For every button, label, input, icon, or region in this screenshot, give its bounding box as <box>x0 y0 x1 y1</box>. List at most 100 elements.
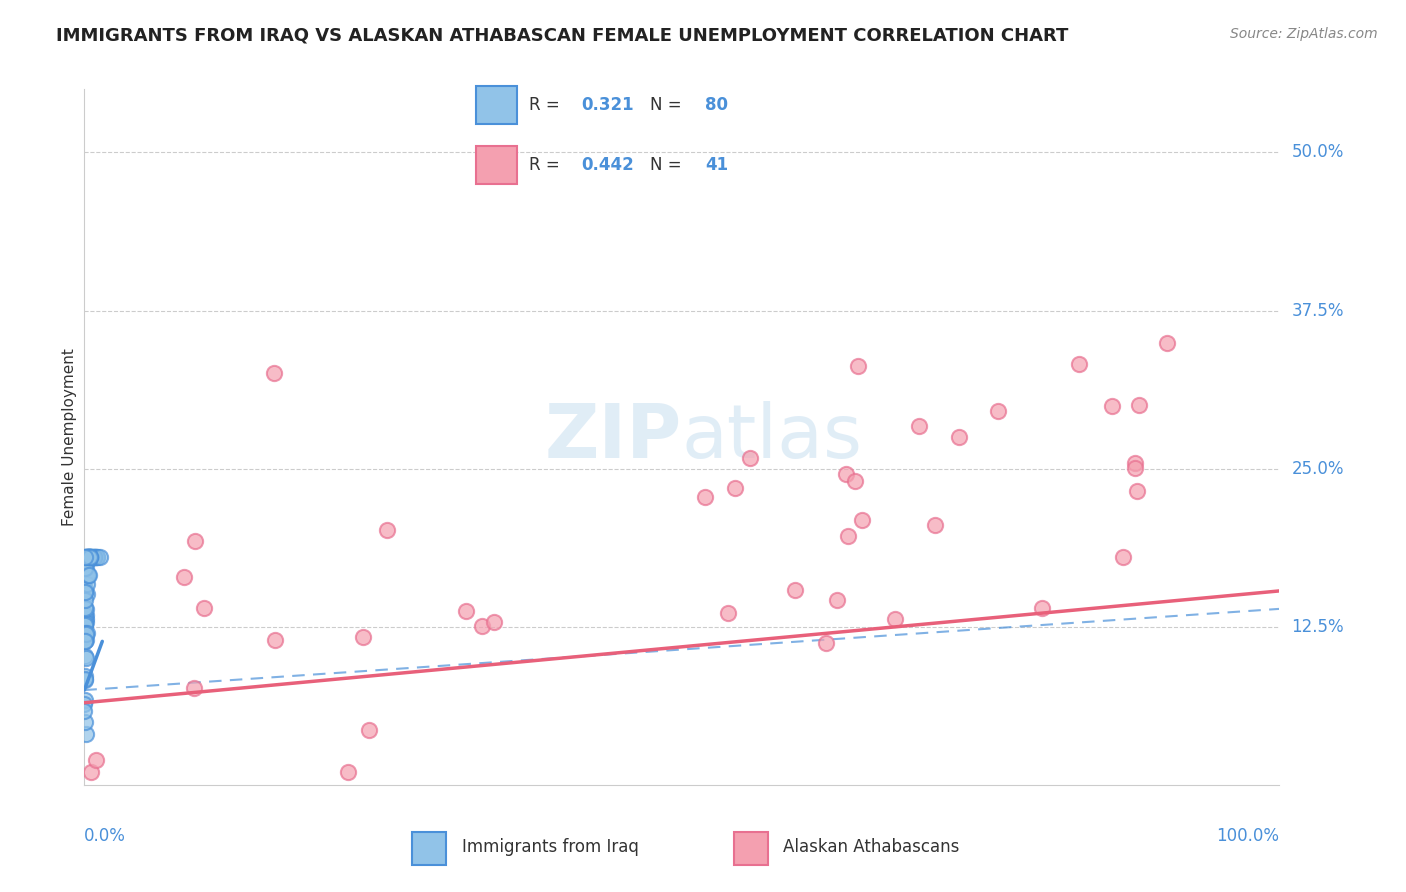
Point <box>471 619 494 633</box>
Point <box>851 513 873 527</box>
Point <box>77 567 100 582</box>
Point <box>77 550 100 565</box>
Point <box>82 550 104 565</box>
Point <box>846 359 869 373</box>
Point <box>73 693 96 707</box>
Point <box>86 753 108 767</box>
Point <box>1156 335 1178 350</box>
Point <box>76 550 98 565</box>
Point <box>76 550 98 565</box>
Point <box>263 632 285 647</box>
Text: 12.5%: 12.5% <box>1291 618 1344 636</box>
Text: 0.0%: 0.0% <box>84 827 127 845</box>
Point <box>987 404 1010 418</box>
Point <box>73 715 96 730</box>
Text: 50.0%: 50.0% <box>1291 144 1344 161</box>
Text: 41: 41 <box>706 156 728 174</box>
Text: R =: R = <box>529 96 565 114</box>
Text: IMMIGRANTS FROM IRAQ VS ALASKAN ATHABASCAN FEMALE UNEMPLOYMENT CORRELATION CHART: IMMIGRANTS FROM IRAQ VS ALASKAN ATHABASC… <box>56 27 1069 45</box>
Point <box>75 615 97 629</box>
Point <box>76 576 98 591</box>
Point <box>1031 600 1053 615</box>
Point <box>173 570 195 584</box>
Point <box>80 550 103 565</box>
Text: 80: 80 <box>706 96 728 114</box>
Text: 100.0%: 100.0% <box>1216 827 1279 845</box>
Point <box>73 617 96 632</box>
Text: ZIP: ZIP <box>544 401 682 474</box>
Point <box>263 366 285 380</box>
Point <box>73 607 96 622</box>
Point <box>75 571 97 585</box>
Point <box>79 550 101 565</box>
Point <box>724 481 747 495</box>
Bar <box>477 146 516 184</box>
Point <box>75 550 97 565</box>
Point <box>75 550 97 565</box>
Point <box>79 550 101 565</box>
Point <box>815 636 838 650</box>
Point <box>783 582 806 597</box>
Point <box>336 765 359 780</box>
Point <box>837 529 859 543</box>
Point <box>73 669 96 683</box>
Point <box>884 612 907 626</box>
Point <box>75 618 97 632</box>
Text: 37.5%: 37.5% <box>1291 301 1344 319</box>
Bar <box>477 87 516 124</box>
Point <box>482 615 505 630</box>
Point <box>76 550 98 565</box>
Point <box>75 568 97 582</box>
Point <box>73 582 96 596</box>
Point <box>73 585 96 599</box>
Point <box>76 550 98 565</box>
Point <box>76 586 98 600</box>
Point <box>73 704 96 718</box>
Point <box>76 550 98 565</box>
Text: 0.321: 0.321 <box>582 96 634 114</box>
Point <box>73 616 96 631</box>
Point <box>73 607 96 622</box>
Point <box>75 561 97 575</box>
Point <box>77 567 100 582</box>
Point <box>79 550 101 565</box>
Point <box>924 517 946 532</box>
Point <box>73 585 96 599</box>
Point <box>75 612 97 626</box>
Point <box>193 600 215 615</box>
Point <box>83 550 105 565</box>
Point <box>89 550 111 565</box>
Point <box>79 550 101 565</box>
Point <box>844 474 866 488</box>
Point <box>357 723 380 737</box>
Point <box>77 550 100 565</box>
Point <box>1123 460 1146 475</box>
Point <box>76 568 98 582</box>
Point <box>86 550 108 565</box>
Point <box>834 467 856 482</box>
Point <box>82 550 104 565</box>
Point <box>716 607 738 621</box>
Point <box>84 550 107 565</box>
Point <box>75 633 97 648</box>
Point <box>75 600 97 615</box>
Point <box>75 561 97 575</box>
Point <box>183 681 205 695</box>
Text: Alaskan Athabascans: Alaskan Athabascans <box>783 838 960 856</box>
Point <box>1123 456 1146 470</box>
Text: R =: R = <box>529 156 565 174</box>
Point <box>1112 550 1135 565</box>
Text: Source: ZipAtlas.com: Source: ZipAtlas.com <box>1230 27 1378 41</box>
Point <box>825 592 848 607</box>
Point <box>75 550 97 565</box>
Point <box>1101 400 1123 414</box>
Point <box>86 550 108 565</box>
Y-axis label: Female Unemployment: Female Unemployment <box>62 348 77 526</box>
Text: N =: N = <box>650 96 686 114</box>
Text: N =: N = <box>650 156 686 174</box>
Text: Immigrants from Iraq: Immigrants from Iraq <box>461 838 638 856</box>
Point <box>79 550 101 565</box>
Point <box>77 550 100 565</box>
Point <box>73 630 96 644</box>
Point <box>73 672 96 686</box>
